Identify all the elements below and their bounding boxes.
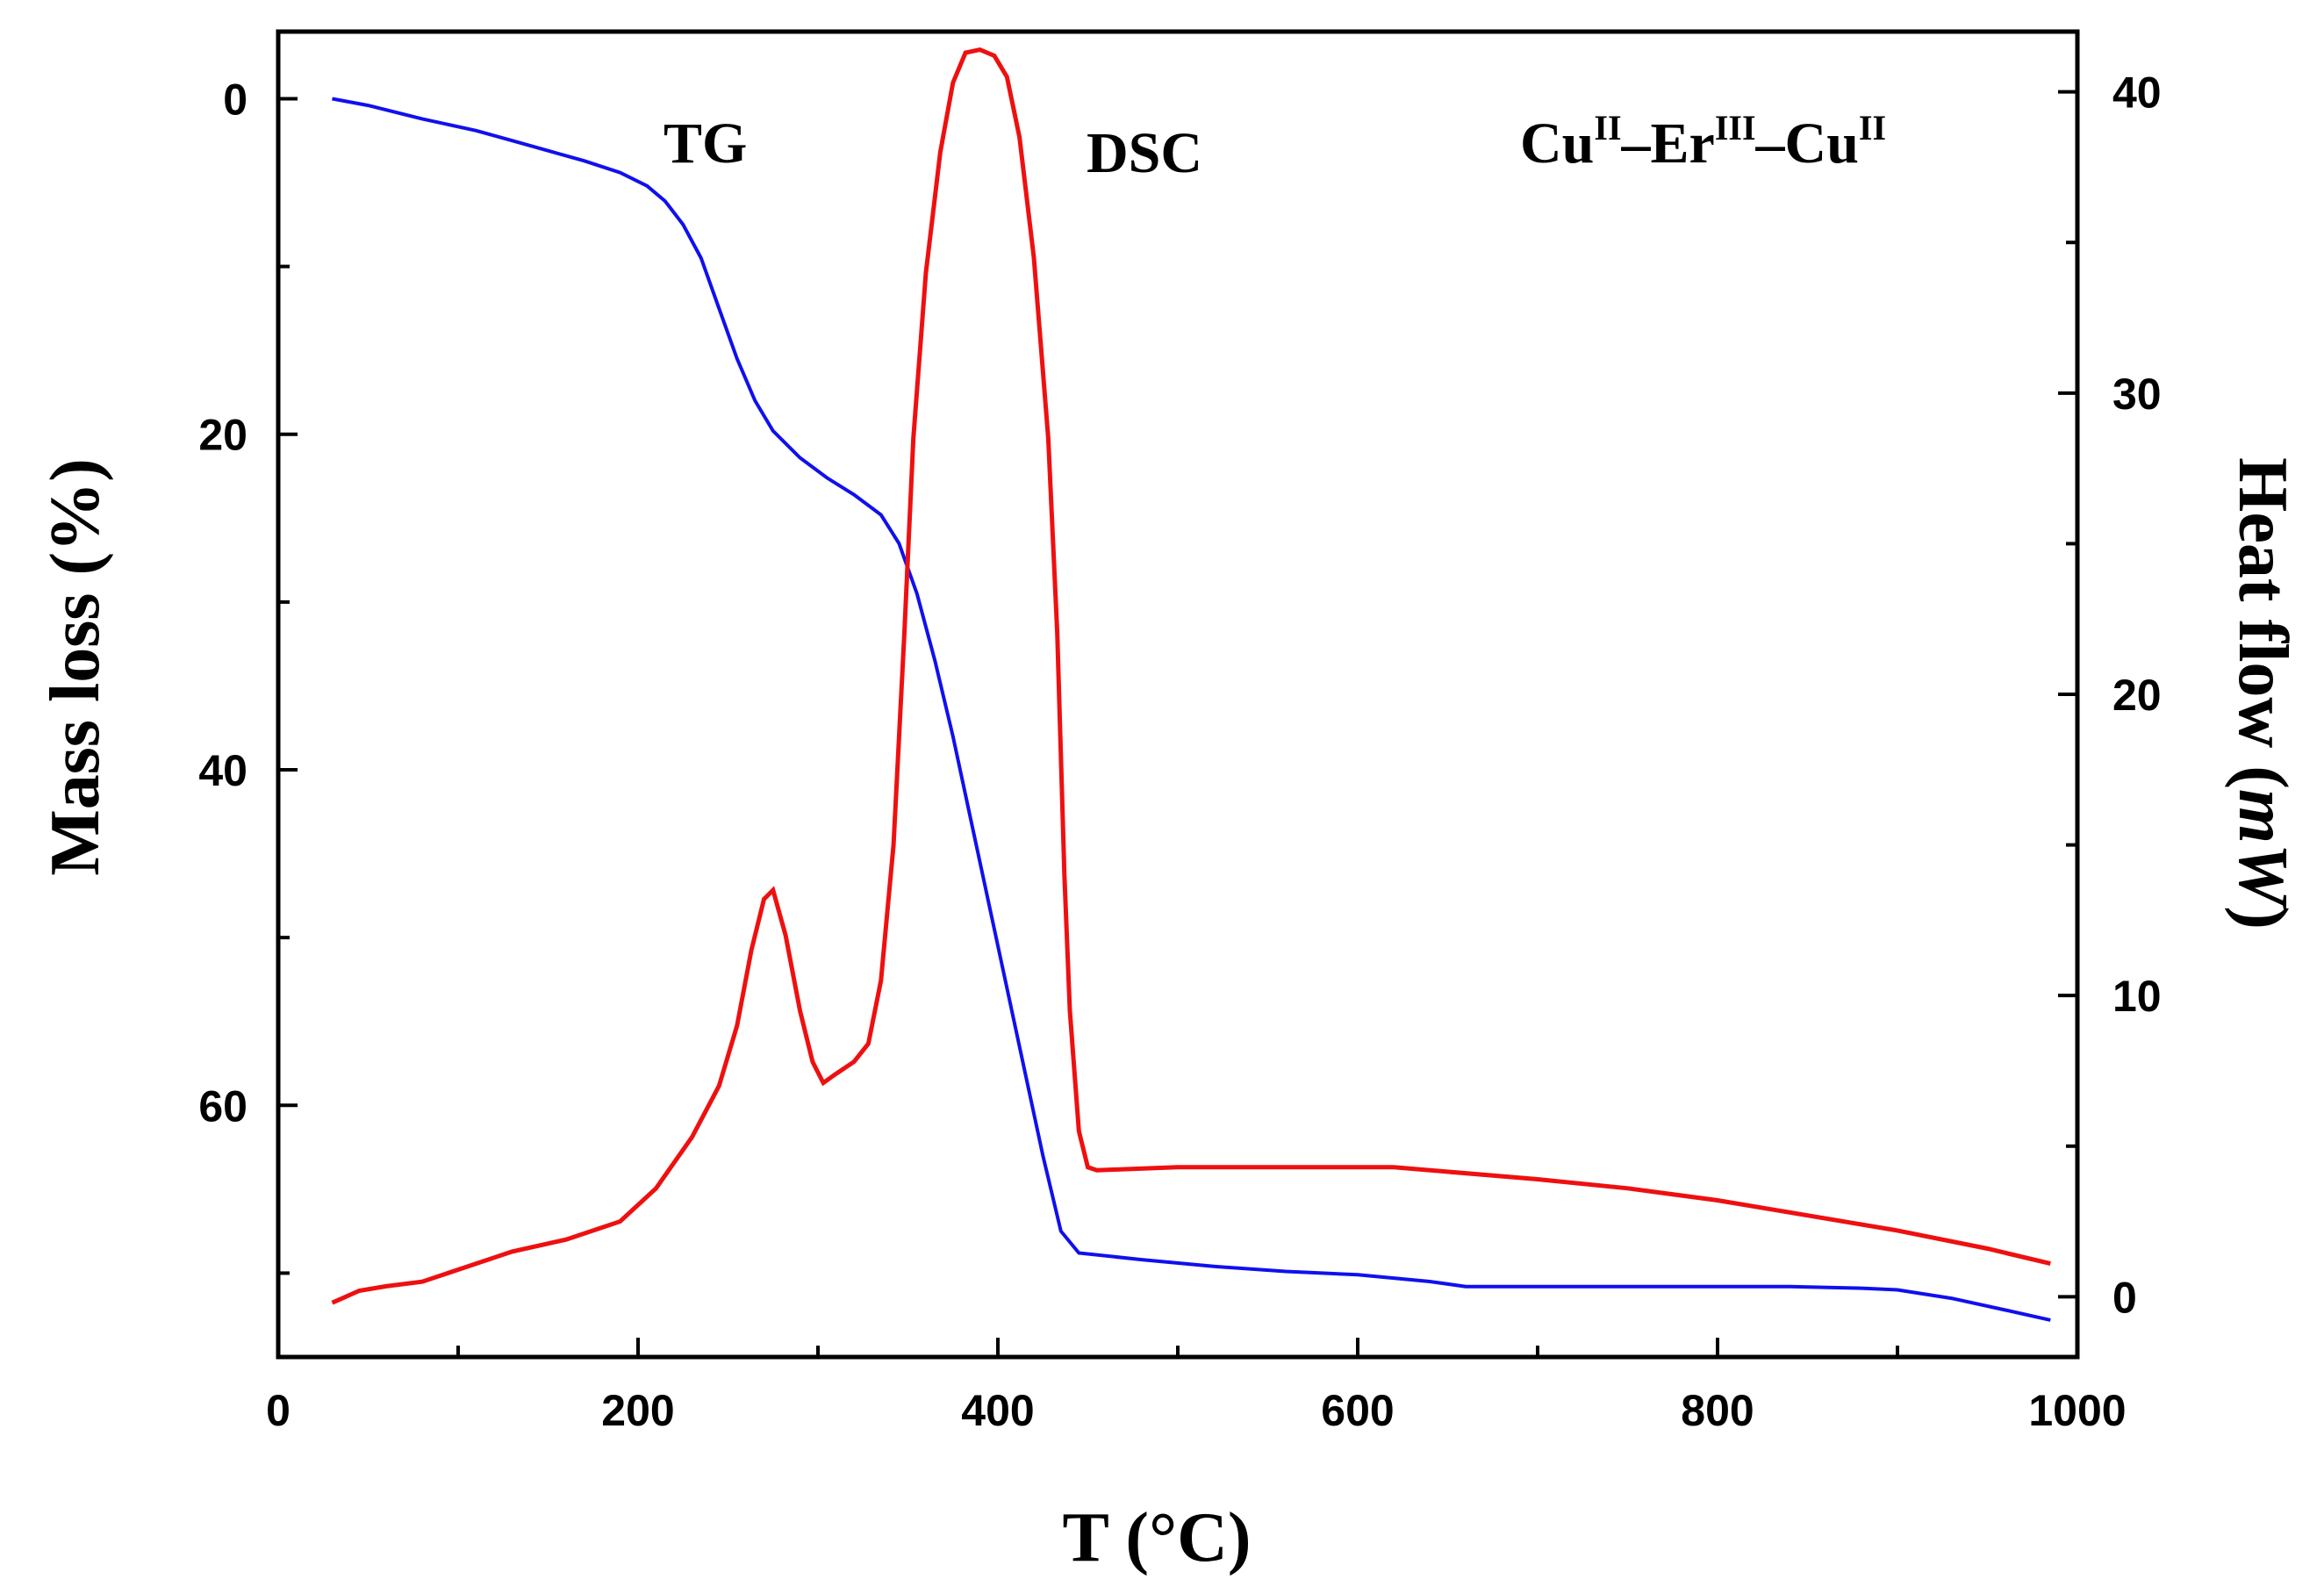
x-tick-label: 400 [961,1386,1034,1435]
left-axis-ticks: 0 20 40 60 [198,75,298,1275]
dsc-series-line [331,47,2051,1305]
right-axis-title: Heat flow (mW) [2224,457,2301,930]
compound-er: Er [1651,111,1715,176]
tg-series-line [332,97,2051,1322]
x-tick-label: 200 [601,1386,674,1435]
x-tick-label: 1000 [2028,1386,2126,1435]
compound-dash2: – [1755,111,1786,176]
compound-cu2-sup: II [1859,108,1886,147]
right-tick-label: 20 [2112,671,2162,720]
right-tick-label: 30 [2112,370,2162,419]
right-axis-title-main: Heat flow ( [2224,457,2301,789]
right-tick-label: 40 [2112,68,2162,118]
tg-annotation: TG [663,111,747,176]
right-axis-title-close: ) [2224,906,2301,930]
left-tick-label: 20 [198,411,247,460]
compound-annotation: CuII–ErIII–CuII [1520,108,1886,176]
plot-frame [276,29,2080,1360]
right-tick-label: 10 [2112,972,2162,1021]
x-axis-ticks: 0 200 400 600 800 1000 [266,1338,2127,1435]
x-tick-label: 800 [1681,1386,1754,1435]
compound-cu1-sup: II [1594,108,1621,147]
compound-er-sup: III [1715,108,1756,147]
compound-dash1: – [1621,111,1652,176]
x-tick-label: 600 [1321,1386,1394,1435]
left-tick-label: 40 [198,746,247,795]
x-axis-title: T (°C) [1063,1499,1252,1576]
right-axis-ticks: 0 10 20 30 40 [2058,68,2162,1322]
compound-cu1: Cu [1520,111,1594,176]
right-tick-label: 0 [2112,1273,2137,1322]
compound-cu2: Cu [1785,111,1859,176]
dsc-annotation: DSC [1087,121,1202,185]
left-axis-title: Mass loss (%) [37,458,114,876]
right-axis-title-unit: mW [2224,789,2301,910]
left-tick-label: 0 [223,75,247,124]
left-tick-label: 60 [198,1081,247,1131]
x-tick-label: 0 [266,1386,290,1435]
